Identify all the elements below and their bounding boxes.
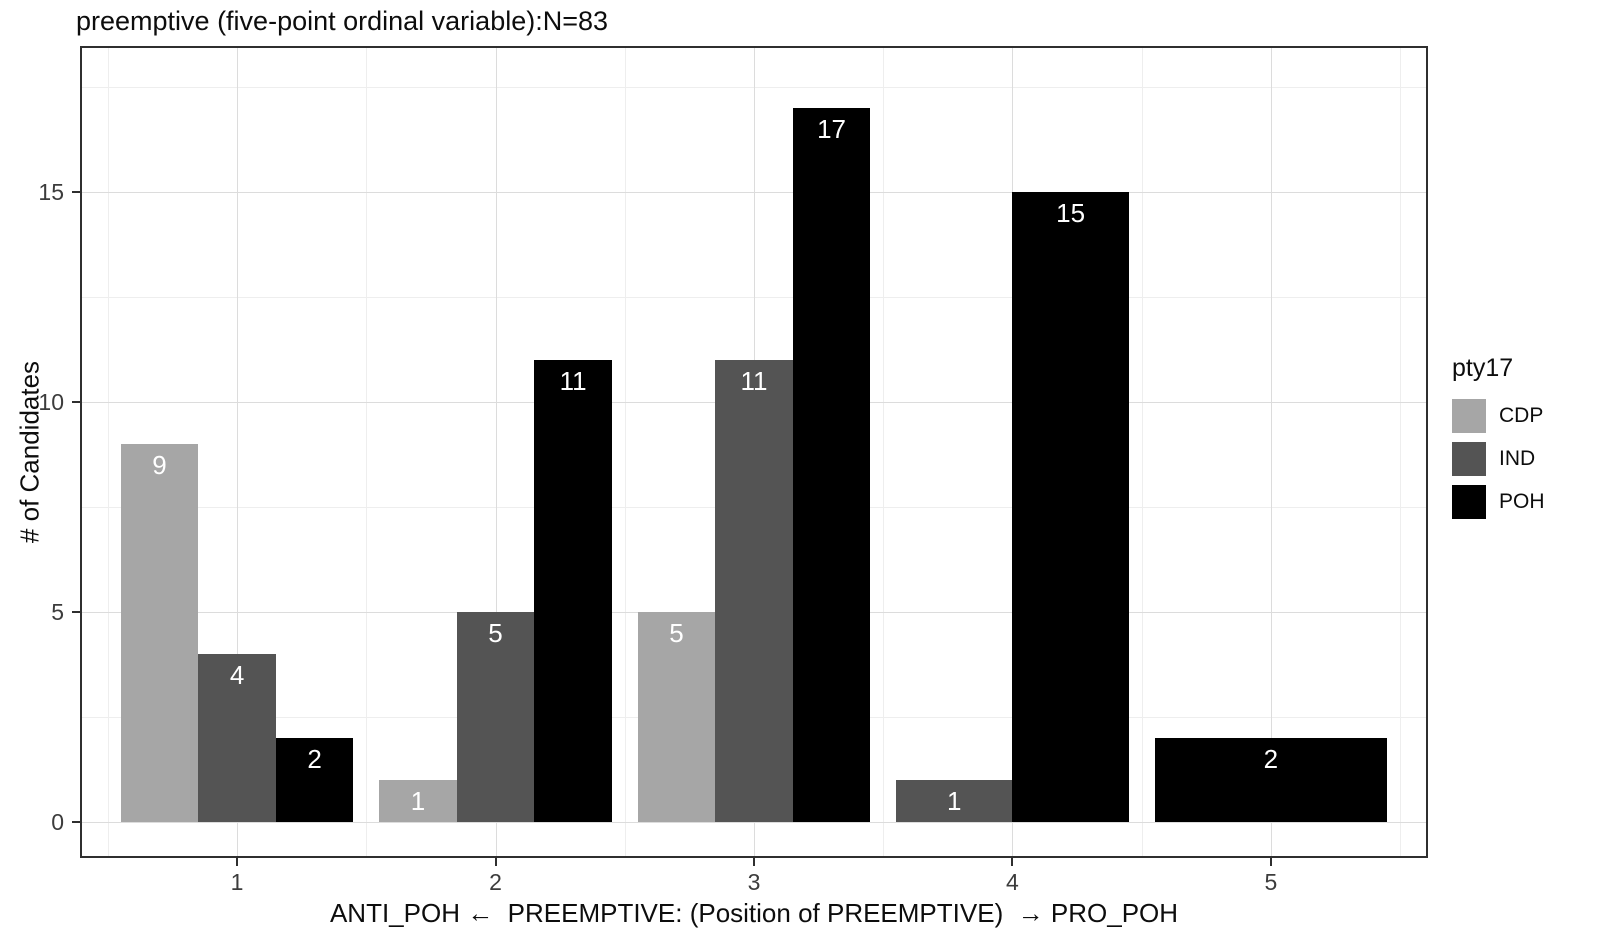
chart-title: preemptive (five-point ordinal variable)… (76, 6, 609, 36)
gridline-x-minor (624, 48, 626, 856)
gridline-x-minor (1141, 48, 1143, 856)
bar-label-POH-2: 11 (559, 366, 587, 396)
legend-swatch-CDP (1452, 399, 1486, 433)
x-tick-label-1: 1 (230, 869, 244, 895)
bar-CDP-1 (120, 444, 199, 822)
legend: pty17 CDP IND POH (1452, 354, 1545, 528)
bar-CDP-2 (379, 780, 457, 822)
legend-title: pty17 (1452, 354, 1514, 382)
bar-label-POH-3: 17 (817, 114, 846, 144)
gridline-x-major (237, 48, 239, 856)
bar-POH-5 (1154, 738, 1388, 822)
y-tick-label-10: 10 (38, 389, 64, 415)
bar-CDP-3 (637, 612, 716, 822)
gridline-x-minor (883, 48, 885, 856)
bar-label-POH-4: 15 (1056, 198, 1086, 228)
y-tick-mark-0 (72, 821, 80, 823)
x-axis-title: ANTI_POH ← PREEMPTIVE: (Position of PREE… (329, 898, 1179, 928)
y-tick-label-0: 0 (51, 809, 64, 835)
x-tick-mark-4 (1011, 858, 1014, 866)
y-tick-label-5: 5 (51, 599, 64, 625)
y-tick-mark-15 (72, 191, 80, 193)
bar-POH-3 (792, 108, 871, 822)
legend-item-IND: IND (1452, 442, 1545, 476)
x-tick-label-2: 2 (489, 869, 502, 895)
bar-label-POH-1: 2 (307, 744, 322, 774)
x-tick-label-5: 5 (1264, 869, 1278, 895)
bar-IND-2 (456, 612, 535, 822)
x-axis-ticks: 1 2 3 4 5 (82, 858, 1426, 898)
bar-label-IND-4: 1 (947, 786, 962, 816)
bar-label-CDP-1: 9 (152, 450, 167, 480)
legend-item-CDP: CDP (1452, 399, 1545, 433)
legend-label-CDP: CDP (1499, 404, 1544, 427)
bar-label-CDP-2: 1 (410, 786, 426, 816)
legend-swatch-POH (1452, 485, 1486, 519)
x-tick-label-3: 3 (747, 869, 761, 895)
bar-IND-4 (896, 780, 1013, 822)
gridline-x-minor (107, 48, 109, 856)
legend-label-IND: IND (1499, 447, 1536, 470)
x-tick-label-4: 4 (1006, 869, 1019, 895)
bar-label-IND-3: 11 (740, 366, 768, 396)
legend-swatch-IND (1452, 442, 1486, 476)
bar-label-CDP-3: 5 (669, 618, 684, 648)
x-tick-mark-1 (236, 858, 239, 866)
y-axis-ticks: 0 5 10 15 (0, 0, 80, 942)
y-tick-label-15: 15 (38, 179, 64, 205)
bar-POH-2 (534, 360, 612, 822)
gridline-x-major (495, 48, 497, 856)
legend-item-POH: POH (1452, 485, 1545, 519)
y-tick-mark-5 (72, 611, 80, 613)
legend-label-POH: POH (1499, 490, 1545, 513)
bar-label-IND-2: 5 (488, 618, 503, 648)
bar-label-POH-5: 2 (1263, 744, 1279, 774)
bar-IND-1 (198, 654, 276, 822)
x-tick-mark-5 (1269, 858, 1272, 866)
gridline-x-minor (1400, 48, 1402, 856)
y-tick-mark-10 (72, 401, 80, 403)
bar-POH-4 (1012, 192, 1129, 822)
legend-items: CDP IND POH (1452, 399, 1545, 519)
bar-IND-3 (715, 360, 793, 822)
x-tick-mark-3 (753, 858, 755, 866)
x-tick-mark-2 (494, 858, 497, 866)
gridline-x-major (1270, 48, 1272, 856)
plot-area: 9 4 2 1 5 11 5 11 17 1 15 2 (80, 46, 1428, 858)
bar-label-IND-1: 4 (229, 660, 245, 690)
gridline-x-minor (366, 48, 368, 856)
bar-POH-1 (275, 738, 354, 822)
